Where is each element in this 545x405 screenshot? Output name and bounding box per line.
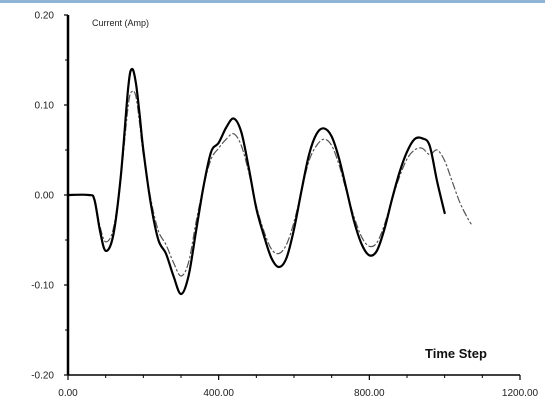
y-tick-label: -0.20 <box>31 371 54 382</box>
y-tick-label: -0.10 <box>31 281 54 292</box>
series-line-dash-dot <box>67 90 472 277</box>
chart-axes <box>66 15 520 376</box>
chart-series <box>66 67 472 296</box>
x-tick-label: 800.00 <box>354 388 385 399</box>
chart-ticks: -0.20 -0.10 0.00 0.10 0.20 0.00 400.00 800.00 12… <box>31 11 538 400</box>
x-axis-title: Time Step <box>425 346 487 361</box>
x-tick-label: 1200.00 <box>502 388 539 399</box>
y-tick-label: 0.20 <box>35 11 55 22</box>
y-tick-label: 0.10 <box>35 101 55 112</box>
x-tick-label: 0.00 <box>58 388 78 399</box>
x-tick-label: 400.00 <box>203 388 234 399</box>
y-tick-label: 0.00 <box>35 191 55 202</box>
top-border-line <box>0 0 545 3</box>
y-axis-title: Current (Amp) <box>92 18 149 28</box>
series-line-solid <box>66 67 446 296</box>
